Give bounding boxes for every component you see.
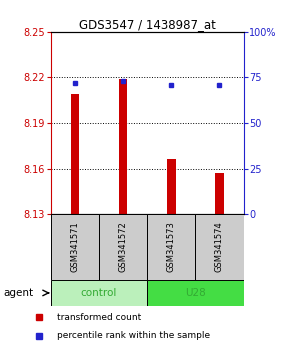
Text: percentile rank within the sample: percentile rank within the sample — [57, 331, 211, 341]
Bar — [167, 160, 176, 214]
Text: agent: agent — [3, 288, 33, 298]
Text: GSM341572: GSM341572 — [119, 222, 128, 272]
Title: GDS3547 / 1438987_at: GDS3547 / 1438987_at — [79, 18, 215, 31]
Text: GSM341571: GSM341571 — [70, 222, 79, 272]
Text: transformed count: transformed count — [57, 313, 142, 322]
Bar — [99, 214, 147, 280]
Bar — [51, 280, 147, 306]
Bar — [147, 214, 195, 280]
Bar — [51, 214, 99, 280]
Bar — [119, 79, 127, 214]
Bar — [215, 173, 224, 214]
Bar — [195, 214, 244, 280]
Bar — [70, 94, 79, 214]
Text: GSM341574: GSM341574 — [215, 222, 224, 272]
Text: GSM341573: GSM341573 — [167, 222, 176, 272]
Text: control: control — [81, 288, 117, 298]
Text: U28: U28 — [185, 288, 206, 298]
Bar — [147, 280, 244, 306]
